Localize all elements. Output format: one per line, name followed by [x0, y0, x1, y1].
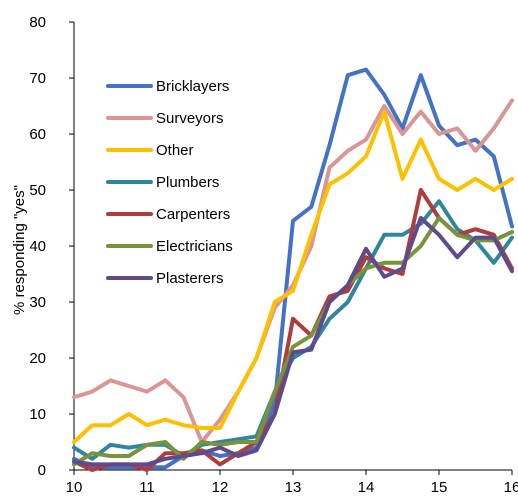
series-line-bricklayers: [72, 67, 514, 470]
x-tick-label: 14: [358, 479, 375, 496]
y-tick-label: 60: [29, 126, 46, 143]
legend: Bricklayers Surveyors Other Plumbers Carpent…: [106, 78, 233, 287]
y-tick-label: 0: [38, 462, 46, 479]
x-tick-label: 11: [139, 479, 155, 496]
series-line-plasterers: [72, 216, 514, 467]
y-tick-label: 80: [29, 14, 46, 31]
x-tick-label: 13: [285, 479, 302, 496]
y-axis-title: % responding "yes": [11, 185, 28, 315]
series-lines: [72, 67, 514, 472]
legend-label-surveyors: Surveyors: [156, 110, 224, 127]
y-tick-label: 10: [29, 406, 46, 423]
legend-label-other: Other: [156, 142, 194, 159]
legend-label-carpenters: Carpenters: [156, 206, 230, 223]
x-tick-label: 12: [212, 479, 229, 496]
y-tick-label: 50: [29, 182, 46, 199]
x-tick-label: 16: [504, 479, 518, 496]
series-line-other: [72, 109, 514, 444]
legend-label-plumbers: Plumbers: [156, 174, 219, 191]
x-tick-label: 15: [431, 479, 448, 496]
legend-label-electricians: Electricians: [156, 238, 233, 255]
series-line-electricians: [72, 216, 514, 467]
y-tick-label: 30: [29, 294, 46, 311]
x-tick-label: 10: [66, 479, 83, 496]
legend-label-plasterers: Plasterers: [156, 270, 224, 287]
axes: 0 10 20 30 40 50 60 70 80 10 11 12 13 14 15 16: [29, 14, 518, 496]
y-tick-label: 40: [29, 238, 46, 255]
y-tick-label: 20: [29, 350, 46, 367]
legend-label-bricklayers: Bricklayers: [156, 78, 229, 95]
y-tick-label: 70: [29, 70, 46, 87]
